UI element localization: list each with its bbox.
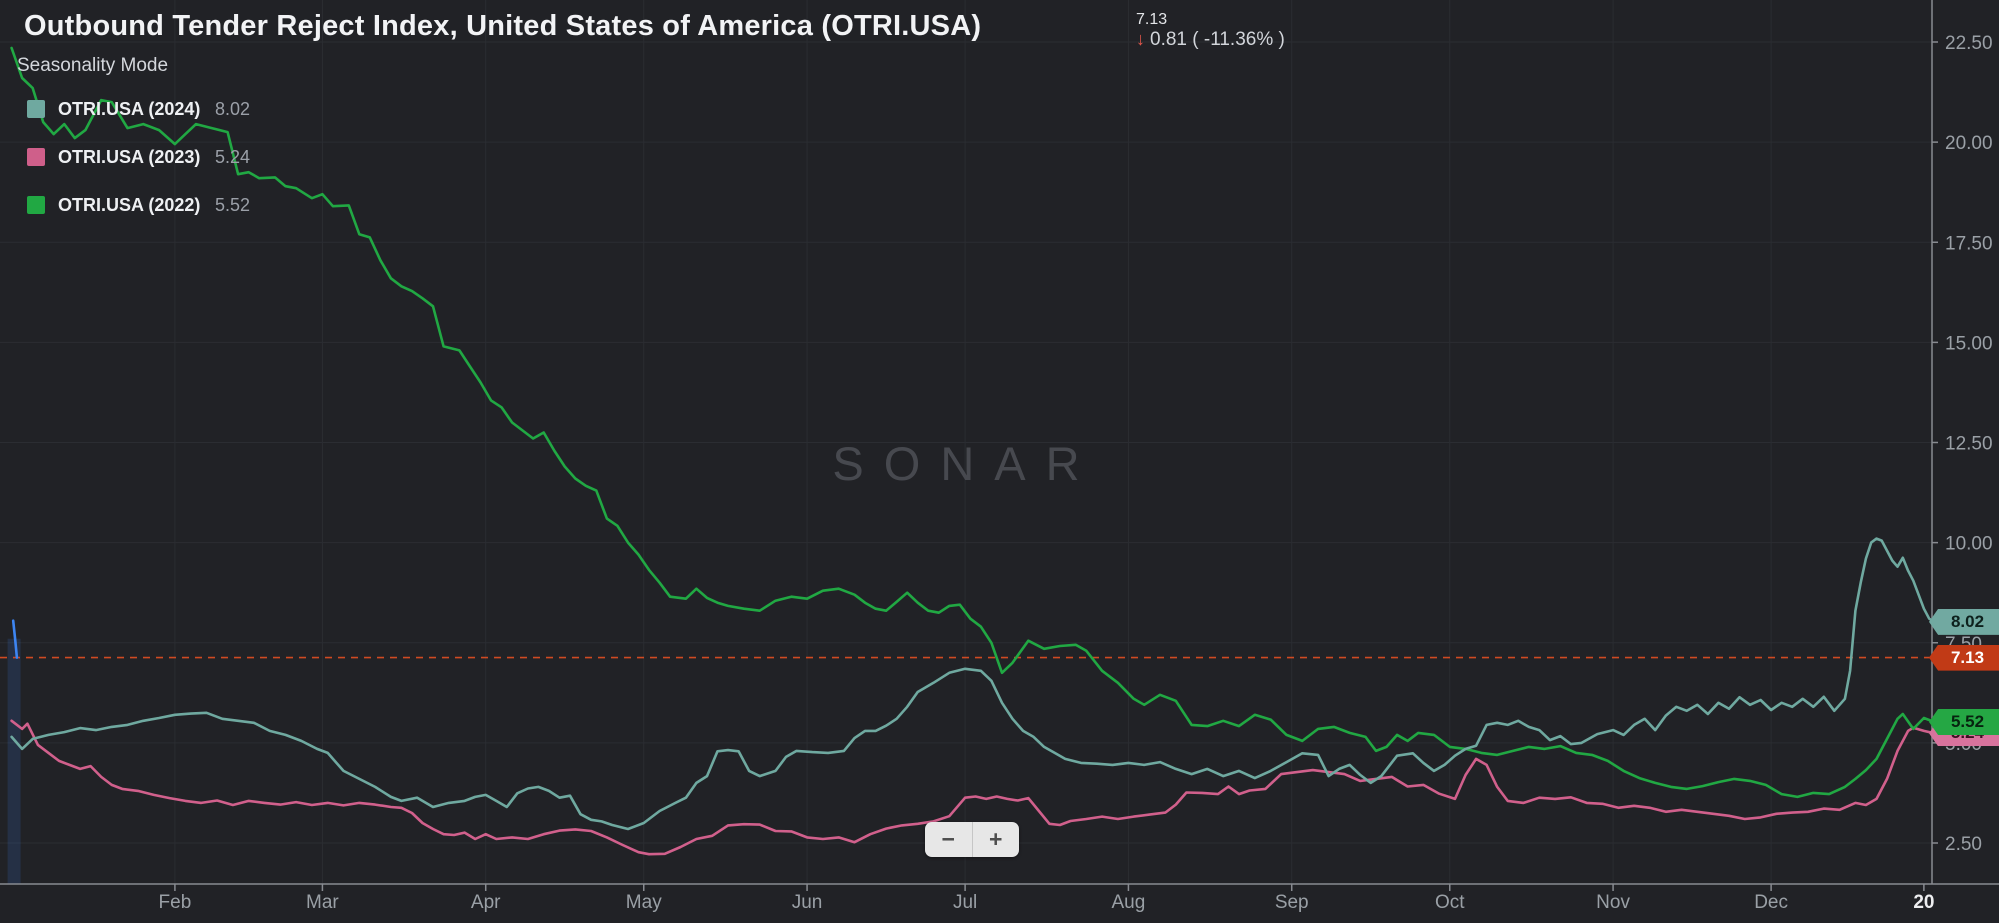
series-line-2022 bbox=[10, 46, 1936, 799]
x-axis-label: May bbox=[626, 892, 662, 913]
x-axis-year-label: 20 bbox=[1913, 892, 1934, 913]
legend-label: OTRI.USA (2024) bbox=[58, 98, 201, 119]
legend-item-2024[interactable]: OTRI.USA (2024) 8.02 bbox=[27, 92, 337, 126]
y-axis-label: 2.50 bbox=[1945, 834, 1982, 855]
last-value-indicator: 7.13 ↓ 0.81 ( -11.36% ) bbox=[1136, 11, 1285, 50]
legend-swatch-icon bbox=[27, 100, 45, 118]
series-line-2024 bbox=[10, 537, 1936, 831]
y-axis-label: 20.00 bbox=[1945, 133, 1993, 154]
legend-swatch-icon bbox=[27, 196, 45, 214]
zoom-in-button[interactable]: + bbox=[989, 826, 1003, 852]
y-axis-label: 10.00 bbox=[1945, 534, 1993, 555]
price-label-5.52: 5.52 bbox=[1929, 709, 1999, 736]
last-value: 7.13 bbox=[1136, 11, 1168, 28]
seasonality-mode-label: Seasonality Mode bbox=[17, 55, 169, 76]
y-axis-label: 12.50 bbox=[1945, 434, 1993, 455]
x-axis-label: Oct bbox=[1435, 892, 1465, 913]
change-text: 0.81 ( -11.36% ) bbox=[1150, 28, 1285, 50]
price-label-8.02: 8.02 bbox=[1929, 608, 1999, 635]
arrow-down-icon: ↓ bbox=[1136, 29, 1145, 50]
x-axis-label: Sep bbox=[1275, 892, 1309, 913]
x-axis-label: Aug bbox=[1112, 892, 1146, 913]
legend-label: OTRI.USA (2022) bbox=[58, 194, 201, 215]
x-axis-label: Feb bbox=[159, 892, 192, 913]
legend-item-2023[interactable]: OTRI.USA (2023) 5.24 bbox=[27, 140, 337, 174]
legend-item-2022[interactable]: OTRI.USA (2022) 5.52 bbox=[27, 188, 337, 222]
x-axis-label: Mar bbox=[306, 892, 339, 913]
x-axis-label: Jul bbox=[953, 892, 977, 913]
series-line-current bbox=[11, 619, 19, 659]
legend-swatch-icon bbox=[27, 148, 45, 166]
x-axis-label: Apr bbox=[471, 892, 501, 913]
series-line-2023 bbox=[10, 719, 1936, 856]
legend-value: 8.02 bbox=[215, 98, 251, 119]
sonar-watermark: SONAR bbox=[832, 437, 1100, 490]
x-axis-label: Jun bbox=[792, 892, 823, 913]
price-label-7.13: 7.13 bbox=[1929, 644, 1999, 671]
x-axis-label: Nov bbox=[1596, 892, 1630, 913]
zoom-controls: − + bbox=[925, 822, 1019, 857]
legend: OTRI.USA (2024) 8.02 OTRI.USA (2023) 5.24 OT… bbox=[27, 92, 337, 222]
legend-value: 5.24 bbox=[215, 146, 251, 167]
zoom-out-button[interactable]: − bbox=[925, 822, 973, 857]
y-axis-label: 17.50 bbox=[1945, 233, 1993, 254]
x-axis-label: Dec bbox=[1754, 892, 1788, 913]
current-period-band bbox=[7, 638, 21, 884]
y-axis-label: 22.50 bbox=[1945, 33, 1993, 54]
legend-value: 5.52 bbox=[215, 194, 251, 215]
page-title: Outbound Tender Reject Index, United Sta… bbox=[24, 10, 982, 42]
legend-label: OTRI.USA (2023) bbox=[58, 146, 201, 167]
y-axis-label: 15.00 bbox=[1945, 333, 1993, 354]
